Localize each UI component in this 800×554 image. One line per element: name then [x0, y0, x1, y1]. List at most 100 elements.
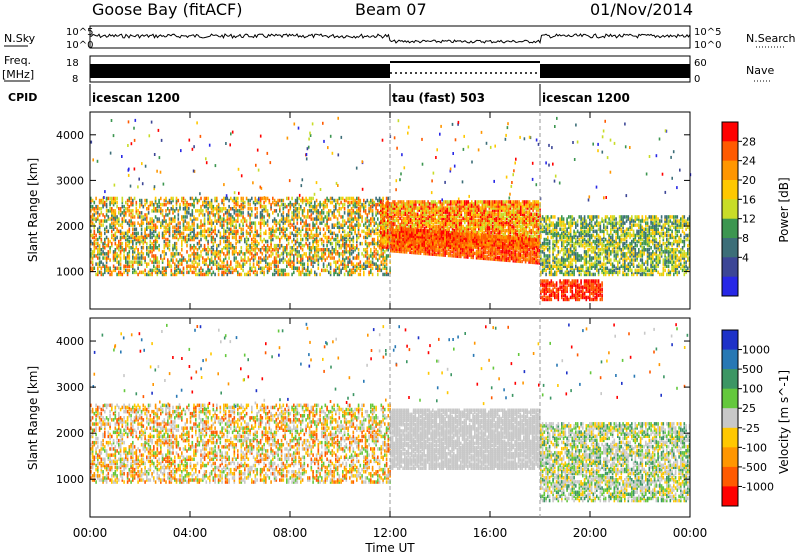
power-cell	[123, 211, 125, 215]
power-cell	[132, 239, 134, 244]
power-cell	[368, 243, 370, 248]
power-cell	[380, 243, 382, 247]
power-cell	[441, 218, 443, 223]
power-cell	[223, 264, 225, 268]
power-cell	[153, 264, 155, 268]
power-cell	[368, 229, 370, 234]
power-cell	[301, 200, 304, 205]
power-cell	[387, 214, 389, 218]
power-cell	[298, 250, 300, 254]
power-cell	[451, 210, 454, 214]
power-cell	[280, 272, 283, 277]
power-cell	[272, 227, 274, 231]
power-cell	[284, 250, 286, 254]
power-cell	[464, 208, 466, 212]
power-cell	[112, 237, 115, 242]
power-cell	[450, 202, 452, 206]
power-cell	[158, 248, 160, 252]
power-cell	[460, 222, 463, 227]
power-cell	[186, 207, 188, 211]
power-cell	[413, 216, 415, 221]
power-cell	[336, 266, 339, 270]
power-cell	[406, 222, 408, 227]
power-cell	[203, 233, 206, 238]
power-cell	[514, 202, 517, 206]
power-cell	[305, 237, 307, 242]
power-cell	[261, 215, 264, 219]
power-cell	[153, 243, 155, 248]
power-cell	[279, 260, 281, 264]
power-cell	[226, 250, 229, 254]
power-cell	[182, 266, 185, 270]
power-cell	[357, 215, 360, 219]
power-cell	[446, 208, 449, 212]
power-cell	[217, 268, 220, 273]
power-cell	[167, 264, 169, 268]
power-cell	[277, 270, 279, 275]
power-cell	[251, 213, 253, 217]
power-cell	[499, 228, 501, 233]
power-cell	[450, 230, 452, 235]
power-cell	[231, 231, 234, 236]
power-cell	[273, 262, 276, 266]
power-cell	[436, 204, 438, 208]
power-cell	[507, 206, 510, 210]
power-cell	[467, 200, 470, 204]
power-cell	[261, 246, 264, 250]
power-cell	[411, 214, 414, 218]
power-cell	[326, 225, 328, 229]
power-cell	[221, 250, 223, 254]
power-cell	[191, 227, 194, 231]
power-cell	[464, 214, 466, 218]
power-cell	[259, 250, 262, 254]
power-cell	[380, 202, 382, 206]
power-cell	[91, 215, 94, 219]
power-cell	[252, 200, 255, 205]
power-cell	[189, 235, 192, 240]
power-cell	[495, 204, 498, 208]
power-cell	[481, 202, 484, 206]
power-cell	[228, 256, 230, 260]
power-cell	[509, 224, 512, 229]
power-cell	[147, 250, 150, 254]
power-cell	[214, 272, 216, 277]
power-cell	[455, 222, 457, 227]
power-cell	[161, 258, 164, 262]
power-cell	[430, 214, 433, 218]
power-cell	[224, 196, 227, 201]
power-cell	[188, 211, 190, 215]
power-cell	[200, 207, 202, 211]
power-cell	[520, 202, 522, 206]
power-cell	[91, 221, 94, 225]
power-cell	[409, 224, 412, 229]
power-cell	[314, 233, 316, 238]
power-cell	[324, 231, 327, 236]
power-cell	[196, 209, 199, 213]
power-cell	[398, 227, 401, 231]
power-cell	[249, 221, 251, 225]
power-cell	[375, 256, 377, 260]
power-cell	[282, 270, 285, 275]
power-cell	[205, 252, 208, 256]
power-cell	[268, 254, 271, 258]
power-cell	[184, 211, 187, 215]
power-cell	[409, 214, 412, 218]
power-cell	[125, 246, 127, 250]
power-cell	[301, 256, 304, 260]
power-cell	[469, 216, 471, 221]
power-cell	[416, 212, 419, 216]
power-cell	[474, 222, 477, 227]
power-cell	[165, 196, 167, 201]
power-cell	[219, 254, 222, 258]
power-cell	[460, 218, 463, 223]
power-cell	[458, 222, 461, 227]
power-cell	[104, 202, 106, 207]
power-cell	[133, 260, 136, 264]
power-cell	[154, 237, 157, 242]
power-cell	[317, 243, 320, 248]
power-cell	[492, 204, 494, 208]
power-cell	[93, 254, 96, 258]
power-cell	[207, 266, 209, 270]
power-cell	[384, 258, 386, 262]
power-cell	[293, 211, 295, 215]
